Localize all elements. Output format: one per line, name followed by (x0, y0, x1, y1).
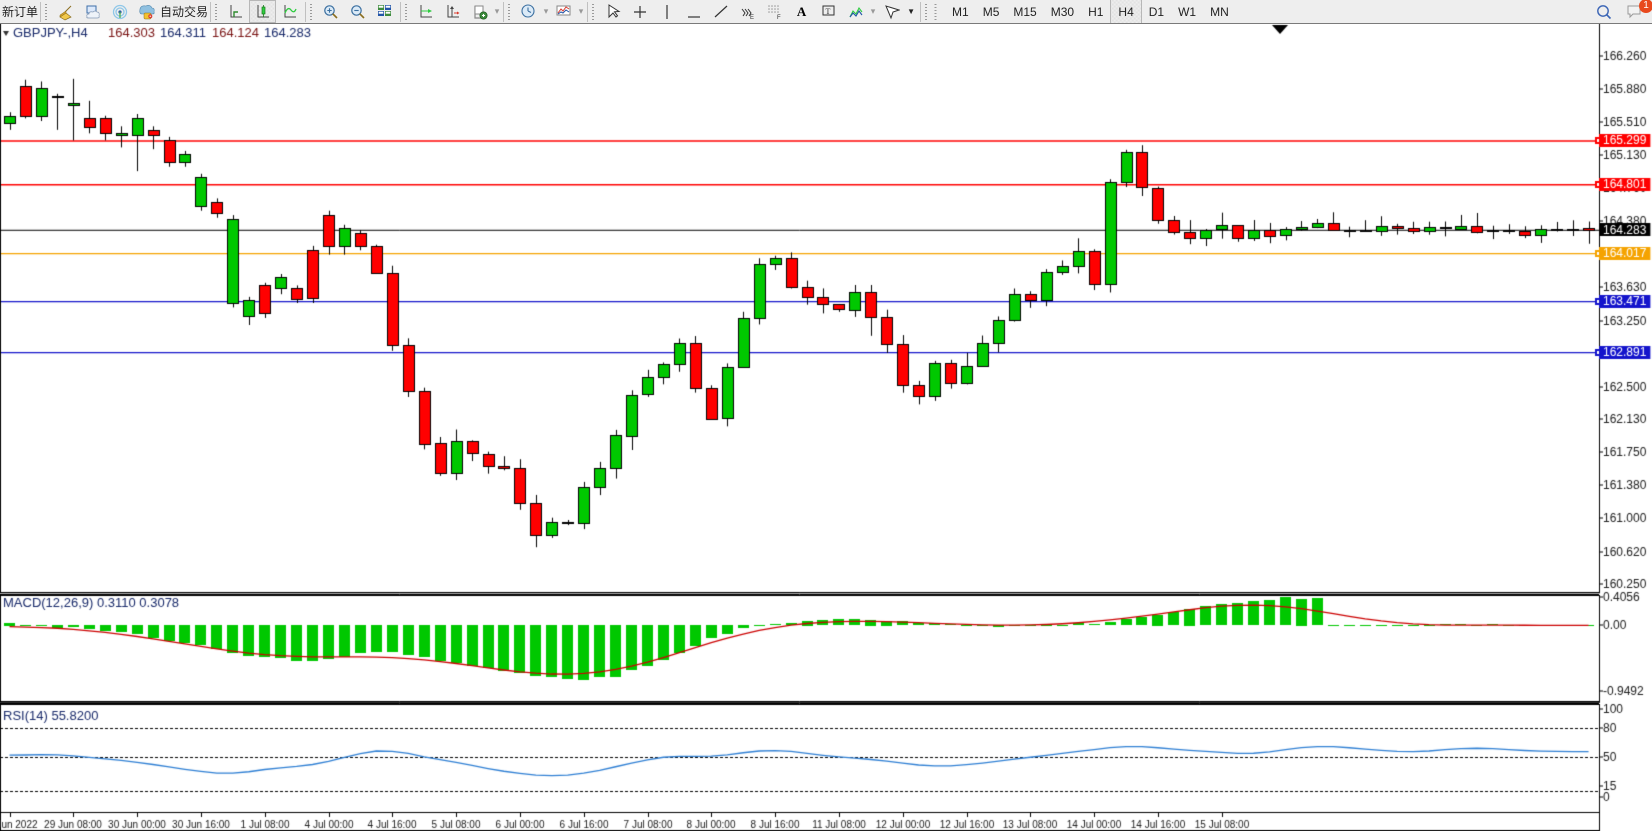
svg-text:F: F (777, 15, 781, 21)
svg-text:E: E (750, 15, 754, 21)
svg-text:T: T (825, 7, 830, 16)
